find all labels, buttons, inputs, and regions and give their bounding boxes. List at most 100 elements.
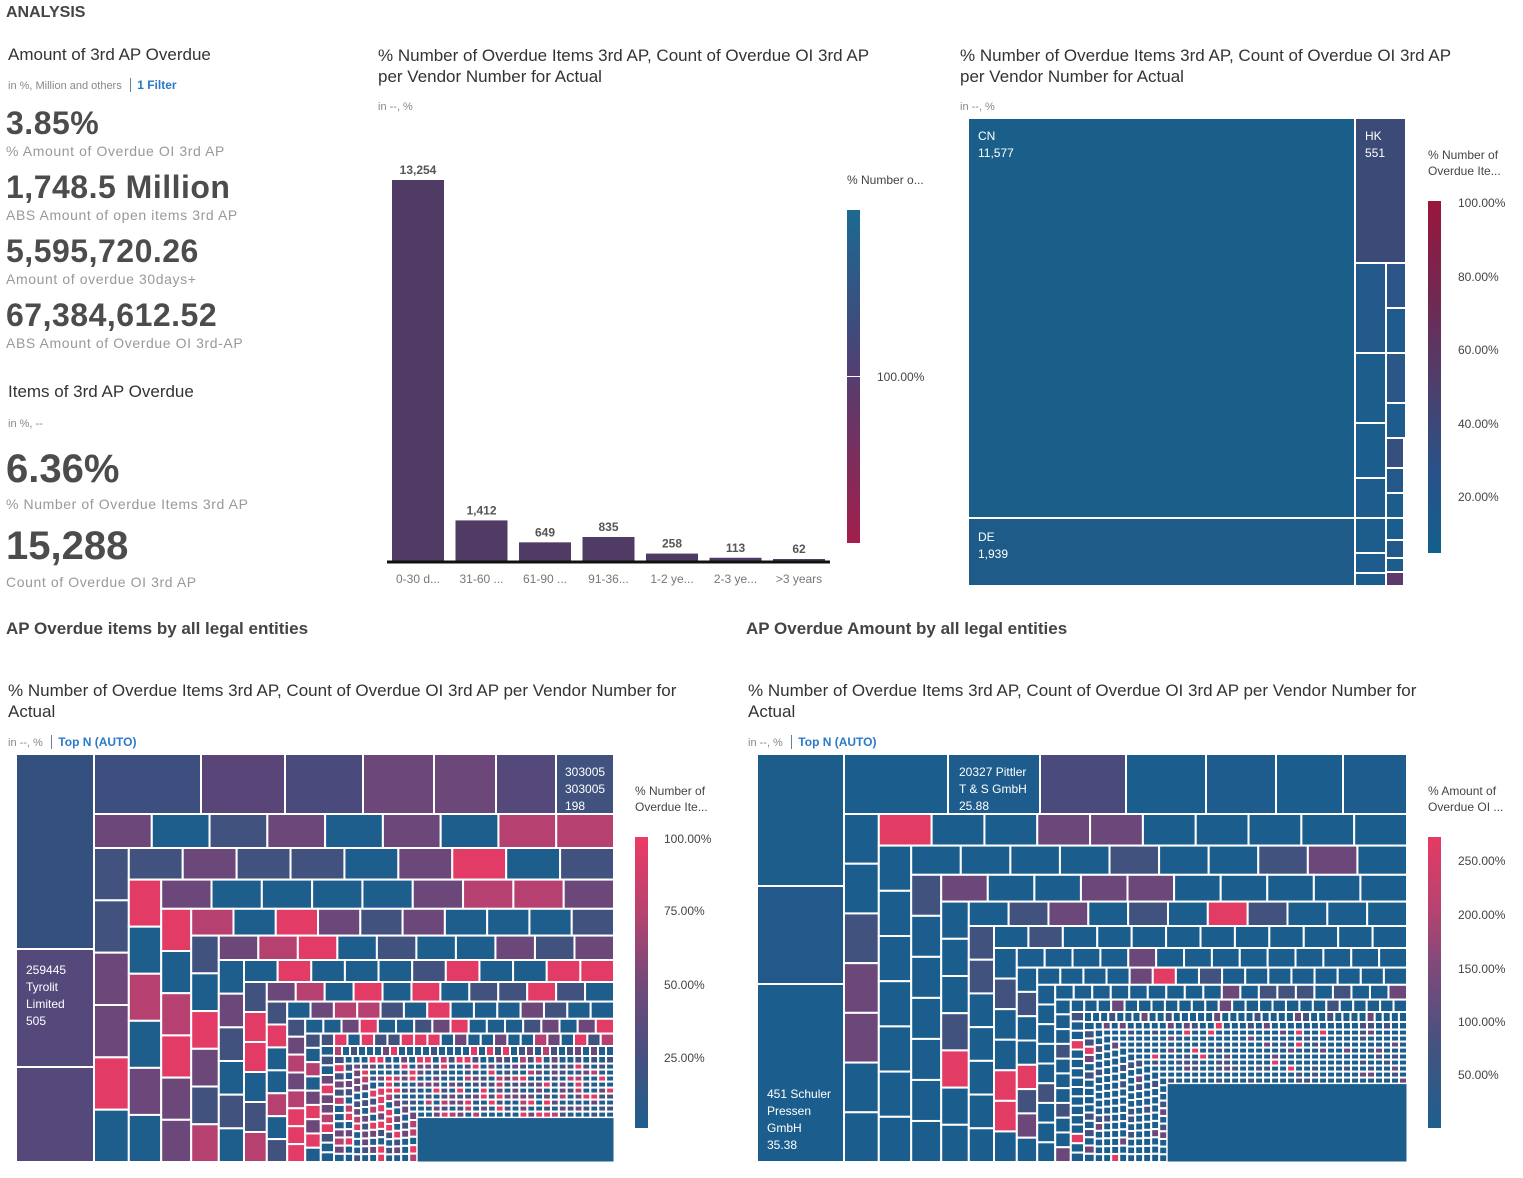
treemap-tile[interactable]	[1294, 1076, 1305, 1085]
treemap-tile[interactable]	[1150, 1070, 1161, 1081]
treemap-tile[interactable]	[375, 934, 418, 962]
treemap-tile[interactable]	[449, 1000, 475, 1020]
treemap-tile[interactable]	[384, 1092, 395, 1103]
treemap-tile[interactable]	[376, 1152, 387, 1162]
treemap-tile[interactable]	[260, 878, 314, 910]
treemap-tile[interactable]	[1158, 1114, 1169, 1125]
treemap-tile[interactable]	[376, 1086, 387, 1097]
treemap-tile[interactable]	[1093, 1153, 1105, 1162]
treemap-tile[interactable]	[1231, 998, 1247, 1014]
treemap-tile[interactable]	[359, 1032, 376, 1048]
treemap-tile[interactable]	[408, 1110, 419, 1122]
treemap-tile[interactable]	[486, 907, 531, 937]
treemap-tile[interactable]	[1118, 1062, 1129, 1074]
treemap-tile[interactable]	[360, 1121, 371, 1132]
treemap-tile[interactable]	[1228, 1011, 1239, 1023]
treemap-tile[interactable]	[1309, 1021, 1320, 1031]
treemap-tile[interactable]	[573, 1055, 584, 1065]
treemap-tile[interactable]	[368, 1136, 379, 1147]
treemap-tile[interactable]	[910, 873, 943, 917]
treemap-tile[interactable]	[605, 1110, 614, 1119]
treemap-tile[interactable]	[1110, 1088, 1121, 1099]
treemap-tile[interactable]	[528, 907, 573, 937]
treemap-tile[interactable]	[1357, 1021, 1368, 1031]
treemap-tile[interactable]	[493, 1045, 503, 1057]
treemap-tile[interactable]	[413, 1045, 423, 1057]
treemap-tile[interactable]	[438, 1055, 449, 1065]
treemap-tile[interactable]	[356, 1000, 382, 1020]
treemap-tile[interactable]	[349, 1045, 359, 1057]
treemap-tile[interactable]	[343, 1079, 355, 1090]
treemap-tile[interactable]	[368, 1104, 379, 1115]
treemap-tile[interactable]	[439, 813, 500, 849]
treemap-tile[interactable]	[478, 959, 515, 983]
treemap-tile[interactable]	[1118, 1095, 1129, 1106]
treemap-tile[interactable]	[1033, 873, 1082, 903]
treemap-tile[interactable]	[352, 981, 384, 1003]
treemap-tile[interactable]	[542, 1000, 569, 1020]
treemap-tile[interactable]	[360, 1113, 371, 1124]
treemap-tile[interactable]	[352, 1099, 363, 1110]
treemap-tile[interactable]	[1093, 1036, 1105, 1047]
treemap-tile[interactable]	[411, 959, 447, 983]
treemap-tile[interactable]	[1183, 947, 1213, 969]
treemap-tile[interactable]	[1317, 1021, 1328, 1031]
treemap-tile[interactable]	[1385, 307, 1406, 354]
treemap-tile[interactable]	[160, 878, 213, 910]
treemap-tile[interactable]	[479, 1110, 490, 1119]
treemap-tile[interactable]	[1069, 1048, 1085, 1060]
treemap-tile[interactable]	[317, 907, 362, 937]
treemap-tile[interactable]	[160, 992, 193, 1037]
treemap-tile[interactable]	[967, 925, 996, 961]
treemap-tile[interactable]	[431, 1017, 452, 1035]
treemap-tile[interactable]	[1093, 1075, 1105, 1086]
treemap-tile[interactable]	[586, 1032, 602, 1048]
treemap-tile[interactable]	[1093, 1051, 1105, 1062]
treemap-tile[interactable]	[1158, 1122, 1169, 1133]
treemap-tile[interactable]	[413, 1017, 434, 1035]
treemap-tile[interactable]	[1284, 998, 1301, 1014]
treemap-tile[interactable]	[1166, 1083, 1407, 1162]
treemap-tile[interactable]	[1102, 1121, 1113, 1132]
treemap-tile[interactable]	[1102, 1089, 1113, 1100]
amount-topn-link[interactable]: Top N (AUTO)	[791, 735, 877, 749]
treemap-tile[interactable]	[549, 1045, 559, 1057]
treemap-tile[interactable]	[1126, 1114, 1137, 1125]
treemap-tile[interactable]	[373, 1032, 389, 1048]
treemap-tile[interactable]	[1131, 1011, 1142, 1023]
treemap-tile[interactable]	[1123, 998, 1140, 1014]
treemap-tile[interactable]	[1126, 1122, 1137, 1133]
treemap-tile[interactable]	[1125, 1021, 1136, 1031]
treemap-tile[interactable]	[522, 1017, 543, 1035]
treemap-tile[interactable]	[1015, 1136, 1039, 1162]
treemap-tile[interactable]	[1158, 1145, 1169, 1156]
treemap-tile[interactable]	[93, 899, 130, 954]
treemap-tile-schuler[interactable]	[757, 983, 845, 1162]
treemap-tile[interactable]	[597, 1045, 607, 1057]
treemap-tile[interactable]	[479, 1032, 496, 1048]
treemap-tile[interactable]	[383, 1055, 394, 1065]
treemap-tile[interactable]	[333, 1120, 346, 1131]
treemap-tile[interactable]	[1134, 1153, 1145, 1162]
treemap-tile[interactable]	[265, 1000, 289, 1026]
treemap-tile[interactable]	[257, 934, 299, 962]
treemap-tile[interactable]	[333, 1087, 346, 1098]
treemap-tile[interactable]	[265, 981, 297, 1003]
treemap-tile[interactable]	[1313, 966, 1339, 986]
treemap-tile[interactable]	[413, 1032, 429, 1048]
treemap-tile[interactable]	[983, 813, 1039, 847]
treemap-tile[interactable]	[1233, 925, 1271, 949]
treemap-tile[interactable]	[376, 1119, 387, 1130]
treemap-tile[interactable]	[1118, 1144, 1129, 1155]
treemap-tile[interactable]	[408, 1144, 419, 1155]
treemap-tile[interactable]	[400, 1104, 411, 1115]
treemap-tile[interactable]	[360, 1145, 371, 1156]
treemap-tile[interactable]	[1102, 1042, 1113, 1053]
treemap-tile[interactable]	[1039, 754, 1127, 815]
treemap-tile[interactable]	[1230, 1076, 1241, 1085]
treemap-tile[interactable]	[453, 1045, 463, 1057]
treemap-tile[interactable]	[346, 1032, 362, 1048]
treemap-tile[interactable]	[391, 1055, 402, 1065]
treemap-tile[interactable]	[426, 1000, 452, 1020]
treemap-tile[interactable]	[1069, 1086, 1085, 1098]
